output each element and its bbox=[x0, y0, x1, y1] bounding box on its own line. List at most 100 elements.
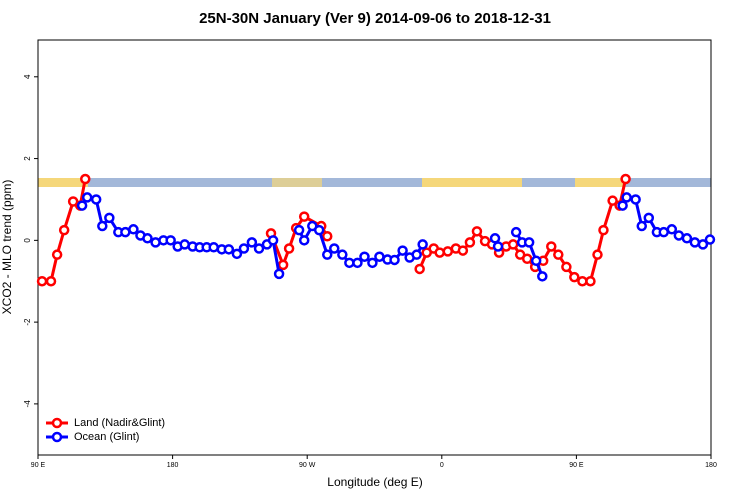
point bbox=[607, 195, 618, 206]
point bbox=[313, 224, 325, 236]
point bbox=[521, 253, 533, 264]
point bbox=[298, 235, 310, 246]
x-tick-label: 0 bbox=[440, 462, 444, 469]
point bbox=[510, 226, 522, 238]
point bbox=[442, 246, 454, 257]
point bbox=[277, 259, 289, 271]
point bbox=[689, 237, 701, 248]
point bbox=[411, 249, 422, 260]
x-tick-label: 90 E bbox=[31, 462, 46, 469]
ocean-strip bbox=[38, 178, 711, 187]
point bbox=[238, 243, 250, 254]
point bbox=[81, 192, 93, 203]
point bbox=[546, 241, 557, 252]
point bbox=[553, 249, 564, 260]
mask-strip bbox=[38, 178, 711, 187]
point bbox=[414, 263, 425, 275]
point bbox=[389, 254, 400, 266]
point bbox=[90, 194, 102, 205]
point bbox=[321, 249, 333, 260]
point bbox=[636, 220, 648, 232]
y-tick-label: -2 bbox=[23, 318, 32, 326]
point bbox=[367, 257, 378, 269]
point bbox=[246, 237, 258, 248]
point bbox=[457, 245, 469, 256]
point bbox=[231, 248, 243, 260]
point bbox=[434, 247, 445, 258]
point bbox=[253, 243, 265, 254]
point bbox=[681, 233, 693, 244]
point bbox=[530, 255, 542, 267]
point bbox=[561, 261, 572, 273]
y-tick-label: 2 bbox=[23, 156, 32, 161]
point bbox=[223, 244, 235, 255]
point bbox=[621, 192, 632, 203]
point bbox=[352, 257, 363, 269]
point bbox=[104, 212, 115, 224]
point bbox=[704, 234, 716, 245]
point bbox=[620, 173, 631, 185]
point bbox=[507, 239, 519, 250]
point bbox=[142, 233, 153, 244]
point bbox=[577, 275, 588, 287]
point bbox=[374, 251, 385, 262]
point bbox=[592, 249, 603, 260]
point bbox=[643, 212, 655, 224]
point bbox=[585, 275, 596, 287]
point bbox=[51, 249, 63, 260]
point bbox=[298, 211, 310, 222]
point bbox=[489, 233, 501, 244]
point bbox=[76, 200, 88, 211]
point bbox=[128, 224, 139, 235]
point bbox=[537, 271, 548, 282]
point bbox=[267, 235, 279, 246]
point bbox=[58, 224, 70, 236]
point bbox=[208, 242, 219, 253]
land-strip bbox=[272, 178, 322, 187]
point bbox=[344, 257, 355, 269]
x-tick-label: 90 E bbox=[569, 462, 584, 469]
point bbox=[283, 243, 295, 254]
point bbox=[492, 241, 504, 252]
point bbox=[359, 251, 370, 262]
x-tick-label: 180 bbox=[705, 462, 717, 469]
plot-frame bbox=[37, 39, 712, 456]
land-strip bbox=[38, 178, 88, 187]
x-tick-label: 90 W bbox=[299, 462, 316, 469]
point bbox=[523, 237, 535, 248]
y-tick-label: -4 bbox=[23, 400, 32, 408]
legend-marker bbox=[51, 431, 63, 443]
point bbox=[397, 245, 408, 256]
point bbox=[617, 200, 628, 211]
point bbox=[666, 224, 678, 235]
point bbox=[658, 226, 669, 238]
point bbox=[321, 231, 333, 242]
point bbox=[337, 249, 348, 260]
chart-title: 25N-30N January (Ver 9) 2014-09-06 to 20… bbox=[199, 10, 551, 27]
point bbox=[293, 224, 305, 236]
legend-marker bbox=[51, 417, 63, 429]
point bbox=[329, 243, 340, 254]
x-axis-label: Longitude (deg E) bbox=[327, 475, 422, 489]
point bbox=[120, 226, 131, 238]
point bbox=[464, 237, 476, 248]
point bbox=[36, 275, 48, 287]
point bbox=[630, 194, 641, 205]
x-tick-label: 180 bbox=[167, 462, 179, 469]
legend-label: Ocean (Glint) bbox=[74, 431, 139, 443]
land-strip bbox=[575, 178, 625, 187]
land-strip bbox=[422, 178, 522, 187]
legend-label: Land (Nadir&Glint) bbox=[74, 417, 165, 429]
point bbox=[165, 235, 176, 246]
y-tick-label: 0 bbox=[23, 238, 32, 243]
point bbox=[417, 239, 428, 250]
point bbox=[80, 173, 91, 185]
point bbox=[598, 224, 609, 236]
point bbox=[673, 230, 685, 241]
point bbox=[97, 220, 108, 232]
point bbox=[45, 275, 57, 287]
point bbox=[697, 239, 709, 250]
